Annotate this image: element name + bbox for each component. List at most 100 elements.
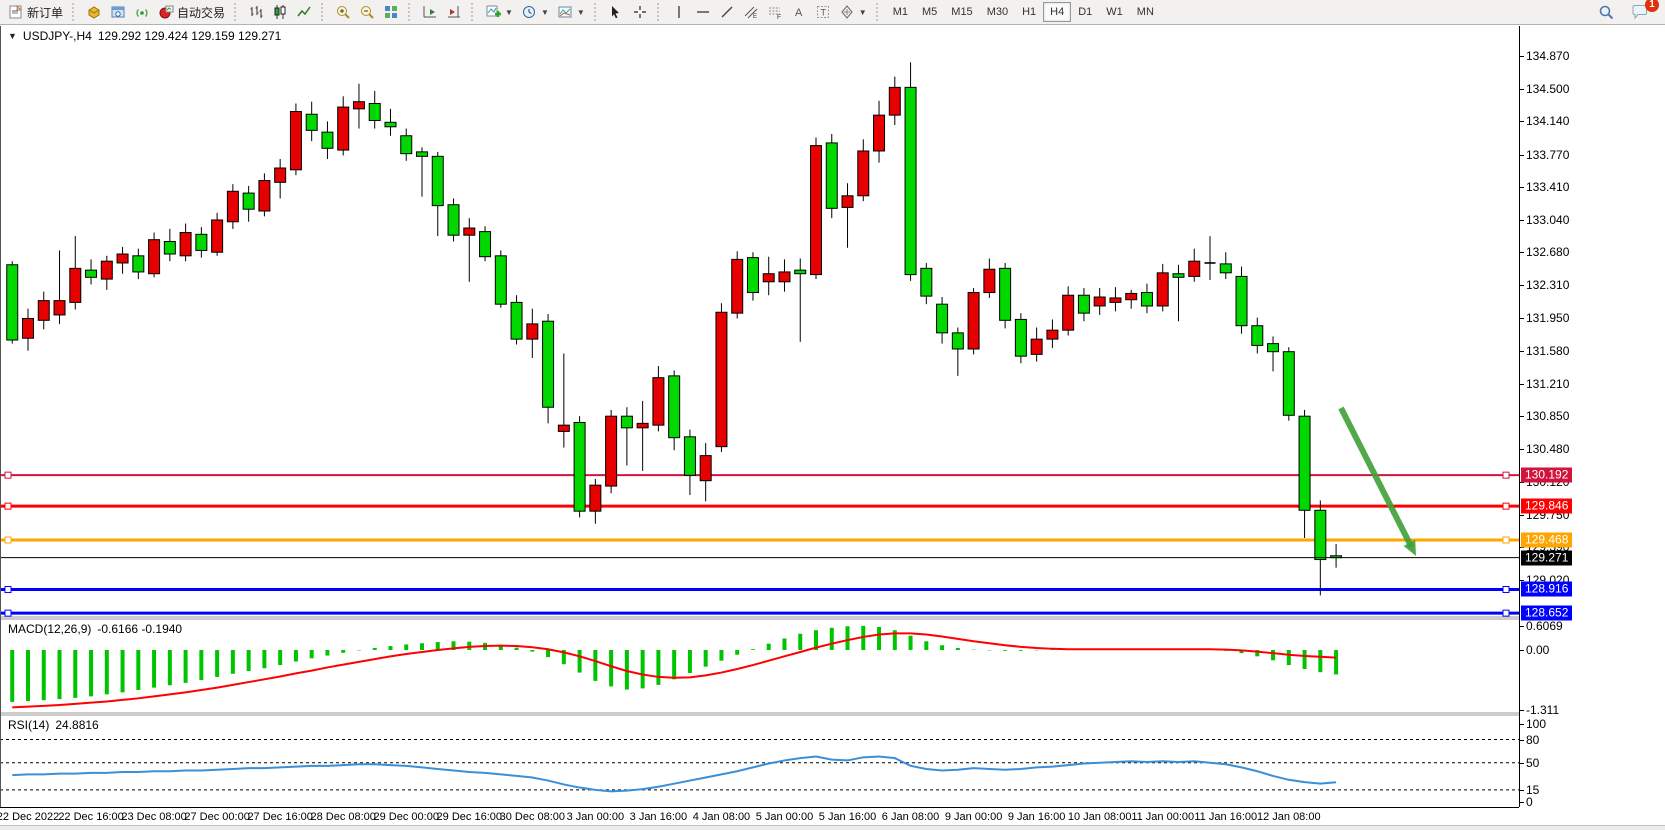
- hline-anchor[interactable]: [1502, 471, 1510, 479]
- price-tick-132.310: 132.310: [1519, 278, 1570, 293]
- equidistant-channel-button[interactable]: E: [739, 2, 763, 23]
- period-button[interactable]: ▼: [517, 2, 553, 23]
- price-tick-131.580: 131.580: [1519, 343, 1570, 358]
- svg-text:F: F: [777, 14, 781, 20]
- dropdown-arrow-icon[interactable]: ▼: [505, 7, 513, 17]
- history-center-button[interactable]: [82, 2, 106, 23]
- chat-icon: [1632, 5, 1647, 20]
- label-button[interactable]: T: [811, 2, 835, 23]
- time-axis[interactable]: 22 Dec 2022 22 Dec 16:00 23 Dec 08:00 27 De…: [0, 807, 1519, 825]
- price-tick-131.950: 131.950: [1519, 310, 1570, 325]
- auto-scroll-button[interactable]: [418, 2, 442, 23]
- fibonacci-button[interactable]: F: [763, 2, 787, 23]
- notifications-button[interactable]: 1: [1627, 0, 1659, 23]
- down-arrow-annotation[interactable]: [1338, 406, 1416, 556]
- signals-button[interactable]: [130, 2, 154, 23]
- timeframe-h1-button[interactable]: H1: [1022, 6, 1037, 18]
- tile-windows-button[interactable]: [379, 2, 403, 23]
- hline-anchor[interactable]: [4, 609, 12, 617]
- hline-anchor[interactable]: [4, 536, 12, 544]
- macd-axis--1.311: -1.311: [1519, 703, 1560, 717]
- shapes-button[interactable]: ▼: [835, 2, 871, 23]
- price-tick-132.680: 132.680: [1519, 245, 1570, 260]
- label-t-icon: T: [815, 4, 831, 20]
- toolbar-separator: [234, 3, 239, 21]
- hline-anchor[interactable]: [1502, 609, 1510, 617]
- search-icon: [1599, 5, 1614, 20]
- tile-windows-icon: [383, 4, 399, 20]
- timeframe-w1-button[interactable]: W1: [1106, 6, 1123, 18]
- timeframe-m15-button[interactable]: M15: [951, 6, 973, 18]
- timeframe-h4-button[interactable]: H4: [1043, 2, 1072, 22]
- trendline-icon: [719, 4, 735, 20]
- time-label: 9 Jan 16:00: [1007, 811, 1066, 823]
- toolbar-separator: [321, 3, 326, 21]
- text-button[interactable]: A: [787, 2, 811, 23]
- gold-box-icon: [86, 4, 102, 20]
- time-label: 3 Jan 16:00: [629, 811, 688, 823]
- timeframe-m1-button[interactable]: M1: [892, 6, 908, 18]
- add-indicator-icon: [485, 4, 502, 20]
- timeframe-m30-button[interactable]: M30: [986, 6, 1009, 18]
- text-a-icon: A: [791, 4, 807, 20]
- time-label: 5 Jan 16:00: [818, 811, 877, 823]
- price-tick-134.140: 134.140: [1519, 114, 1570, 129]
- time-label: 10 Jan 08:00: [1067, 811, 1132, 823]
- indicators-button[interactable]: ▼: [481, 2, 517, 23]
- candlestick-button[interactable]: [268, 2, 292, 23]
- price-axis[interactable]: 134.870 134.500 134.140 133.770 133.410 133.0…: [1519, 26, 1665, 809]
- template-button[interactable]: ▼: [553, 2, 589, 23]
- auto-trading-button[interactable]: 自动交易: [154, 2, 229, 23]
- crosshair-button[interactable]: [628, 2, 652, 23]
- bar-chart-button[interactable]: [244, 2, 268, 23]
- price-label-129.271: 129.271: [1521, 550, 1573, 566]
- chart-type-group: [242, 1, 318, 24]
- price-tick-134.500: 134.500: [1519, 82, 1570, 97]
- horizontal-line-button[interactable]: [691, 2, 715, 23]
- chevron-down-icon[interactable]: ▼: [8, 31, 17, 41]
- macd-values: -0.6166 -0.1940: [97, 622, 183, 636]
- template-icon: [557, 4, 573, 20]
- timeframe-d1-button[interactable]: D1: [1078, 6, 1093, 18]
- macd-pane: [10, 625, 1339, 709]
- timeframe-m5-button[interactable]: M5: [922, 6, 938, 18]
- time-label: 23 Dec 08:00: [121, 811, 187, 823]
- cursor-button[interactable]: [604, 2, 628, 23]
- line-icon: [296, 4, 312, 20]
- hline-anchor[interactable]: [1502, 536, 1510, 544]
- search-button[interactable]: [1593, 2, 1619, 23]
- hline-anchor[interactable]: [4, 585, 12, 593]
- time-label: 27 Dec 00:00: [184, 811, 250, 823]
- vertical-line-button[interactable]: [667, 2, 691, 23]
- timeframe-group: M1 M5 M15 M30 H1 H4 D1 W1 MN: [884, 1, 1163, 24]
- hline-anchor[interactable]: [4, 471, 12, 479]
- crosshair-icon: [632, 4, 648, 20]
- channel-icon: E: [743, 4, 759, 20]
- dropdown-arrow-icon[interactable]: ▼: [540, 7, 549, 17]
- toolbar: 新订单 自动交易 ▼ ▼ ▼ E F A T ▼ M1 M5 M15 M30 H1 H4 D1 W1 MN 1: [0, 0, 1665, 25]
- toolbar-separator: [656, 3, 662, 21]
- dropdown-arrow-icon[interactable]: ▼: [858, 7, 867, 17]
- chart-canvas[interactable]: [0, 26, 1519, 807]
- rsi-axis-0: 0: [1520, 794, 1533, 809]
- hline-anchor[interactable]: [4, 502, 12, 510]
- chart-region[interactable]: ▼ USDJPY-,H4 129.292 129.424 129.159 129…: [0, 26, 1665, 830]
- trendline-button[interactable]: [715, 2, 739, 23]
- price-label-130.192: 130.192: [1521, 467, 1573, 483]
- line-chart-button[interactable]: [292, 2, 316, 23]
- hline-anchor[interactable]: [1502, 502, 1510, 510]
- dropdown-arrow-icon[interactable]: ▼: [576, 7, 585, 17]
- macd-axis-0.00: 0.00: [1519, 643, 1550, 657]
- zoom-in-icon: [335, 4, 351, 20]
- rsi-axis-100: 100: [1519, 717, 1547, 731]
- chart-ohlc-values: 129.292 129.424 129.159 129.271: [97, 29, 282, 43]
- time-label: 11 Jan 16:00: [1194, 811, 1258, 823]
- hline-anchor[interactable]: [1502, 585, 1510, 593]
- market-depth-button[interactable]: [106, 2, 130, 23]
- timeframe-mn-button[interactable]: MN: [1136, 6, 1154, 18]
- time-label: 3 Jan 00:00: [566, 811, 625, 823]
- zoom-in-button[interactable]: [331, 2, 355, 23]
- new-order-button[interactable]: 新订单: [4, 2, 67, 23]
- zoom-out-button[interactable]: [355, 2, 379, 23]
- chart-shift-button[interactable]: [442, 2, 466, 23]
